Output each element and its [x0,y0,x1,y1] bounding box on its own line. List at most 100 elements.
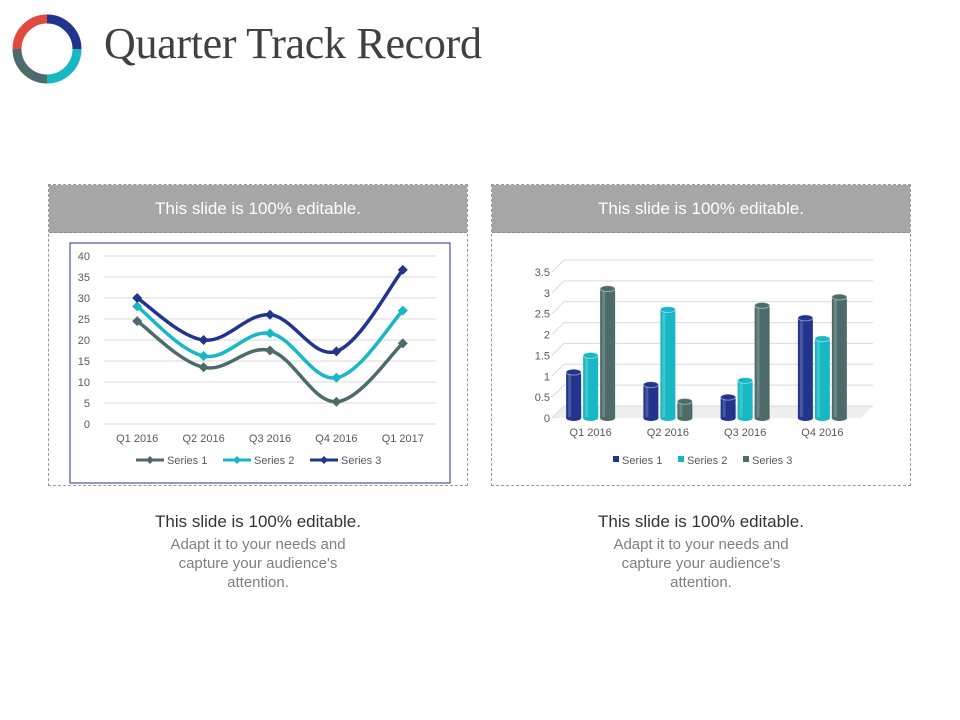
data-point-marker [265,345,275,356]
legend-label: Series 3 [341,455,381,467]
bar-chart: 0 0.5 1 1.5 2 2.5 3 3.5 Q1 2016 Q2 2016 Q3 2016 Q4 … [535,259,873,467]
bar-base [660,415,676,421]
logo-ring-segment-slate [12,48,48,84]
panel-header: This slide is 100% editable. [492,185,910,233]
gridline [551,259,873,273]
gridline [551,280,873,294]
bar-highlight [799,318,803,417]
bar-highlight [645,385,649,417]
y-tick-label: 15 [78,356,90,368]
data-point-marker [331,346,342,357]
chart-floor [552,406,873,418]
data-point-marker [265,328,275,339]
caption-right: This slide is 100% editable. Adapt it to… [491,512,911,592]
bar [660,309,676,418]
legend-swatch [678,456,684,462]
legend-label: Series 2 [254,455,294,467]
data-point-marker [265,309,275,320]
bar-base [677,415,693,421]
gridline [551,322,873,335]
bar-top [754,301,771,309]
legend-swatch [743,456,749,462]
bar-top [814,335,831,343]
bar-base [566,415,582,421]
y-tick-label: 1 [544,371,550,383]
bar-top [720,393,737,401]
legend-marker [233,456,241,464]
y-tick-label: 2.5 [535,309,550,321]
y-tick-label: 1.5 [535,350,550,362]
bar-base [754,415,770,421]
y-tick-label: 35 [78,272,90,284]
bar [814,338,830,418]
bar-highlight [679,402,683,417]
bar-top [737,376,754,384]
bar-highlight [602,289,606,417]
bar-base [831,415,847,421]
bar [831,297,847,418]
legend-swatch [613,456,619,462]
bar-top [642,381,659,389]
bar-highlight [585,356,589,417]
bar-base [797,415,813,421]
legend-marker [320,456,328,464]
gridline [551,342,873,356]
page-title: Quarter Track Record [104,19,482,68]
legend-marker [146,456,154,464]
bar-top [659,306,676,314]
caption-body: Adapt it to your needs and capture your … [170,536,346,591]
bar [583,355,599,418]
bar-top [582,351,599,359]
bar-highlight [833,298,837,417]
y-tick-label: 25 [78,314,90,326]
bar-highlight [722,398,726,417]
data-point-marker [397,264,408,275]
logo-ring-segment-red [12,14,48,50]
data-point-marker [198,335,209,345]
bar-highlight [816,339,820,417]
x-tick-label: Q1 2017 [382,433,424,445]
y-tick-label: 3 [544,288,550,300]
bar-top [831,293,848,301]
x-tick-label: Q1 2016 [570,427,612,439]
bar-top [797,314,814,322]
bar [600,288,616,418]
logo-ring-icon [12,14,82,84]
y-tick-label: 3.5 [535,267,550,279]
data-point-marker [132,316,143,327]
y-tick-label: 10 [78,377,90,389]
bar-top [565,368,582,376]
logo-ring-segment-navy [46,14,82,50]
line-chart-panel: This slide is 100% editable. 0 5 10 15 20 25 3… [48,184,468,486]
y-tick-label: 5 [84,398,90,410]
x-tick-label: Q4 2016 [801,427,843,439]
bar-base [643,415,659,421]
data-point-marker [397,338,408,349]
data-point-marker [198,350,209,361]
gridline [551,384,873,398]
bar [720,397,736,418]
x-tick-label: Q2 2016 [647,427,689,439]
legend-label: Series 3 [752,455,792,467]
y-tick-label: 30 [78,293,90,305]
y-tick-label: 0 [544,413,550,425]
data-point-marker [132,301,143,312]
caption-title: This slide is 100% editable. [154,512,361,531]
data-point-marker [397,305,408,316]
legend-label: Series 2 [687,455,727,467]
bar-highlight [568,373,572,417]
legend-label: Series 1 [622,455,662,467]
y-tick-label: 2 [544,330,550,342]
bar-highlight [739,381,743,417]
line-chart: 0 5 10 15 20 25 30 35 40 Q1 2016 Q2 2016 Q3 2016 Q4 … [69,242,451,484]
chart-frame [69,242,451,484]
data-point-marker [132,293,143,303]
bar [677,401,693,418]
bar-top [599,285,616,293]
caption-title: This slide is 100% editable. [597,512,804,531]
bar-base [814,415,830,421]
data-point-marker [331,372,342,383]
gridline [551,363,873,377]
x-tick-label: Q2 2016 [182,433,224,445]
bar-highlight [756,306,760,417]
